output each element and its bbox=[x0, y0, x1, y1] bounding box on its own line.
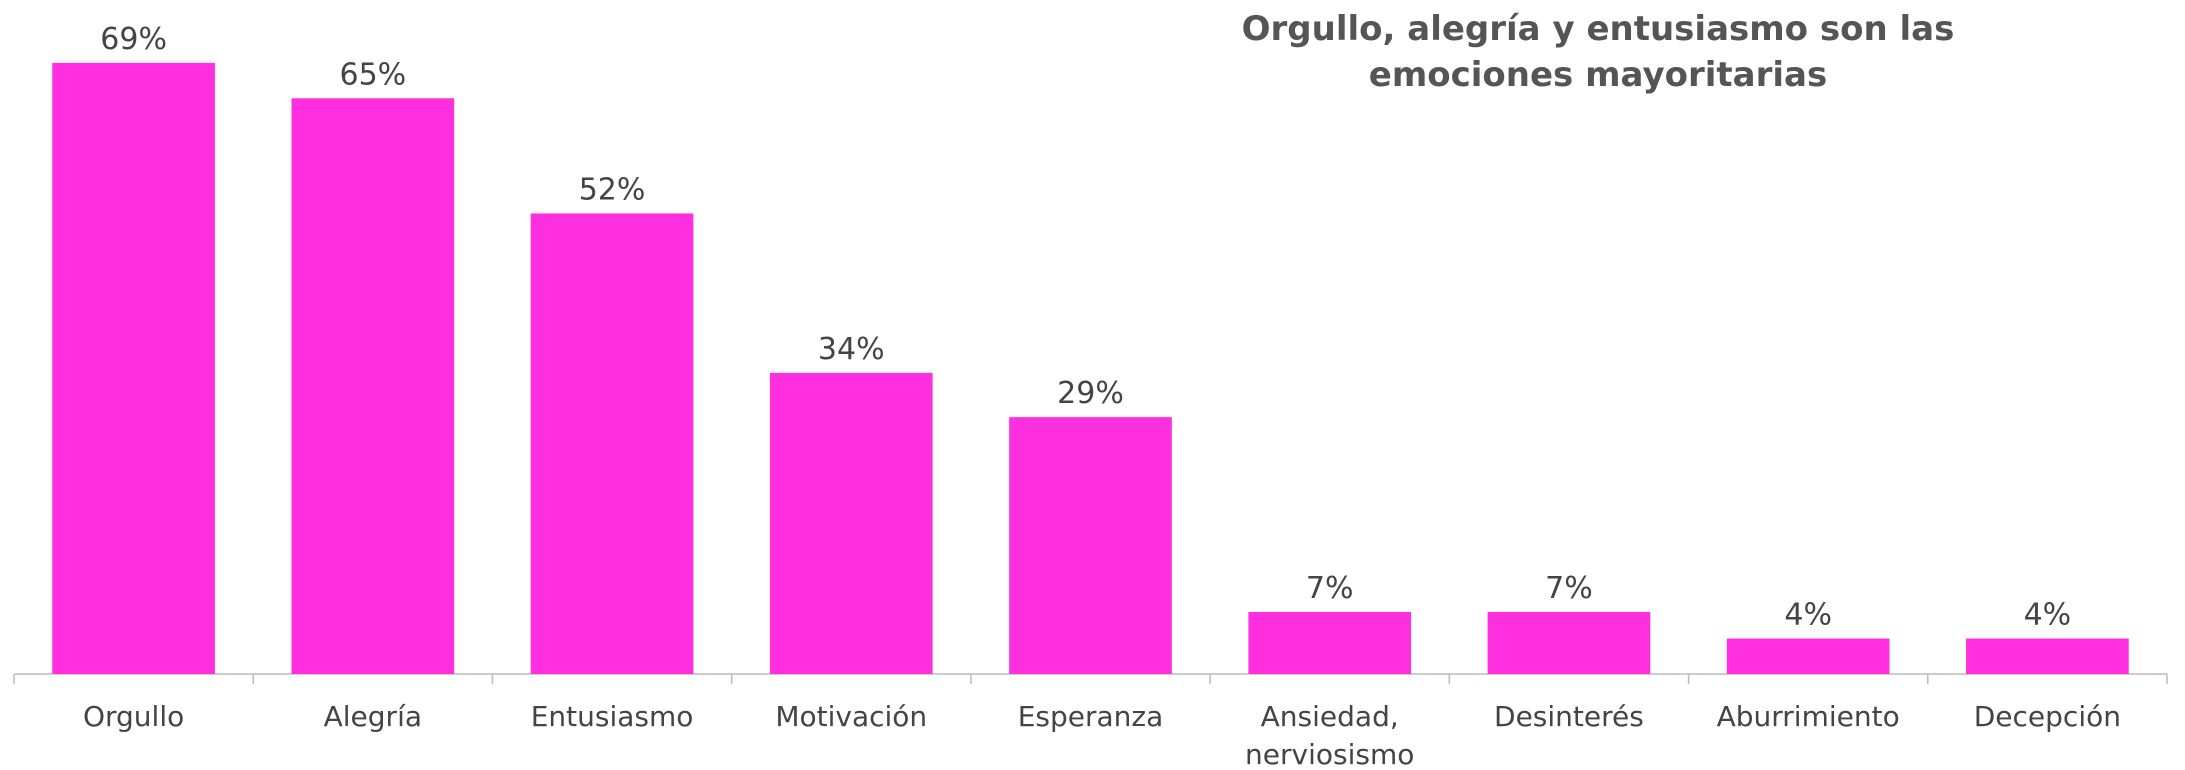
x-tick-label: Aburrimiento bbox=[1716, 700, 1900, 733]
x-tick-label: Alegría bbox=[323, 700, 423, 733]
x-tick-label: Motivación bbox=[775, 700, 928, 733]
data-label: 65% bbox=[339, 57, 406, 92]
bar bbox=[291, 98, 455, 675]
bar bbox=[1487, 612, 1651, 674]
bar bbox=[530, 213, 694, 674]
x-tick-label: Ansiedad, nerviosismo bbox=[1245, 700, 1415, 770]
data-label: 4% bbox=[1784, 598, 1832, 633]
data-label: 34% bbox=[818, 332, 885, 367]
x-tick-label: Orgullo bbox=[82, 700, 185, 733]
data-label: 7% bbox=[1306, 571, 1354, 606]
data-label: 52% bbox=[579, 172, 646, 207]
bar bbox=[769, 372, 933, 674]
x-tick-label: Entusiasmo bbox=[530, 700, 694, 733]
bar bbox=[1009, 417, 1172, 674]
bar bbox=[1248, 612, 1412, 674]
x-tick-label: Decepción bbox=[1973, 700, 2121, 733]
data-label: 7% bbox=[1545, 571, 1593, 606]
bar bbox=[1966, 638, 2129, 674]
data-label: 69% bbox=[100, 22, 167, 57]
bar bbox=[52, 62, 215, 675]
bar bbox=[1726, 638, 1890, 674]
chart-title: Orgullo, alegría y entusiasmo son las em… bbox=[1241, 9, 1955, 95]
x-tick-label: Esperanza bbox=[1017, 700, 1164, 733]
data-label: 29% bbox=[1057, 376, 1124, 411]
data-label: 4% bbox=[2024, 598, 2072, 633]
x-tick-label: Desinterés bbox=[1494, 700, 1644, 733]
